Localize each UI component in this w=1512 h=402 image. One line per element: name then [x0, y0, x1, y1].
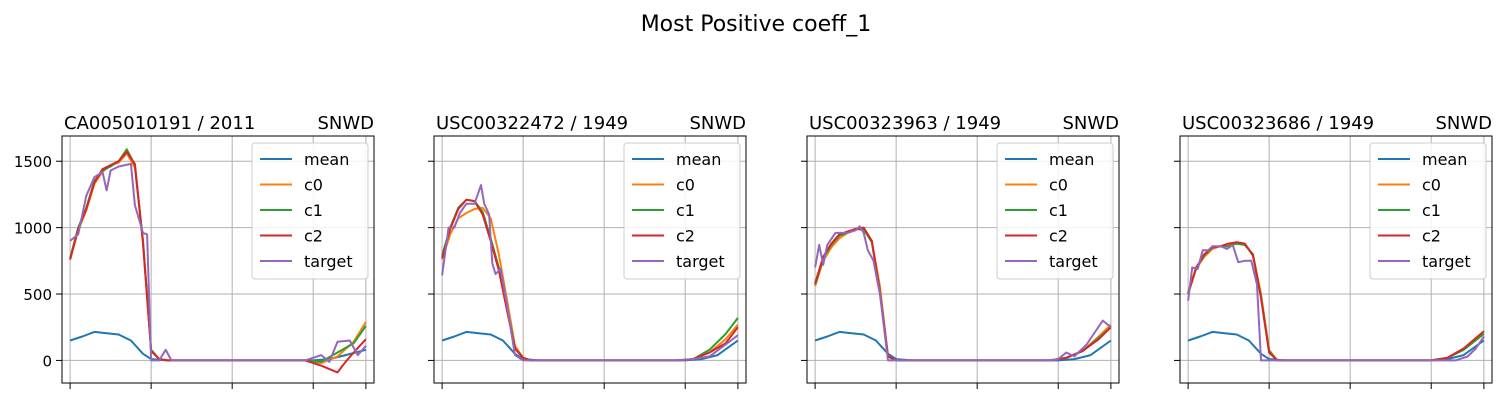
series-line-c1 [69, 148, 367, 363]
legend-label: target [1422, 252, 1471, 271]
y-tick-label: 1000 [14, 220, 52, 238]
y-tick-label: 1500 [14, 153, 52, 171]
subplot-title: USC00322472 / 1949 [436, 113, 628, 134]
series-line-c1 [814, 228, 1112, 362]
legend: mean c0 c1 c2 target [623, 142, 741, 280]
series-line-mean [441, 330, 739, 362]
subplot-title-right: SNWD [1062, 113, 1119, 134]
subplot-2: USC00322472 / 1949 SNWD mean c0 c1 c2 target [428, 113, 747, 389]
legend-label: target [676, 252, 725, 271]
legend-label: c1 [1049, 201, 1068, 220]
legend-label: c2 [1422, 227, 1441, 246]
axes-frame [806, 135, 1120, 384]
y-tick-label: 500 [23, 286, 52, 304]
legend-label: c0 [676, 176, 695, 195]
legend-label: c1 [676, 201, 695, 220]
legend-label: mean [1049, 150, 1094, 169]
series-line-target [814, 225, 1112, 362]
series-line-target [1187, 243, 1485, 362]
figure-title: Most Positive coeff_1 [640, 12, 872, 37]
legend-label: c0 [1049, 176, 1068, 195]
series-line-c2 [814, 226, 1112, 362]
axes-frame [61, 135, 375, 384]
subplot-title-right: SNWD [317, 113, 374, 134]
series-line-c0 [441, 206, 739, 362]
series-line-mean [69, 330, 367, 362]
legend-label: target [1049, 252, 1098, 271]
subplot-4: USC00323686 / 1949 SNWD mean c0 c1 c2 target [1174, 113, 1493, 389]
legend-box [251, 142, 369, 280]
axes-frame [433, 135, 747, 384]
legend-label: target [304, 252, 353, 271]
legend-label: c2 [1049, 227, 1068, 246]
legend: mean c0 c1 c2 target [996, 142, 1114, 280]
legend-box [996, 142, 1114, 280]
legend-label: c0 [304, 176, 323, 195]
axes-frame [1179, 135, 1493, 384]
series-line-c2 [441, 198, 739, 362]
legend: mean c0 c1 c2 target [251, 142, 369, 280]
series-line-mean [1187, 330, 1485, 362]
series-line-mean [814, 330, 1112, 362]
legend-label: c1 [1422, 201, 1441, 220]
series-line-c2 [69, 150, 367, 374]
legend-label: mean [304, 150, 349, 169]
series-line-c0 [1187, 242, 1485, 362]
legend-label: mean [676, 150, 721, 169]
subplot-title-right: SNWD [1435, 113, 1492, 134]
legend-label: mean [1422, 150, 1467, 169]
series-line-target [441, 184, 739, 362]
series-line-c0 [814, 228, 1112, 362]
series-line-c2 [1187, 241, 1485, 362]
subplot-title: USC00323963 / 1949 [809, 113, 1001, 134]
legend-label: c0 [1422, 176, 1441, 195]
series-line-c1 [441, 198, 739, 362]
legend-box [623, 142, 741, 280]
legend-label: c1 [304, 201, 323, 220]
y-tick-label: 0 [42, 352, 52, 370]
series-line-c0 [69, 152, 367, 365]
subplot-3: USC00323963 / 1949 SNWD mean c0 c1 c2 target [801, 113, 1120, 389]
legend-label: c2 [304, 227, 323, 246]
series-line-c1 [1187, 242, 1485, 362]
series-line-target [69, 162, 367, 363]
subplot-title: USC00323686 / 1949 [1182, 113, 1374, 134]
subplot-title-right: SNWD [689, 113, 746, 134]
subplot-1: CA005010191 / 2011 SNWD 0 500 1000 1500 mean c0… [14, 113, 375, 389]
legend-box [1369, 142, 1487, 280]
legend: mean c0 c1 c2 target [1369, 142, 1487, 280]
legend-label: c2 [676, 227, 695, 246]
subplot-title: CA005010191 / 2011 [64, 113, 255, 134]
